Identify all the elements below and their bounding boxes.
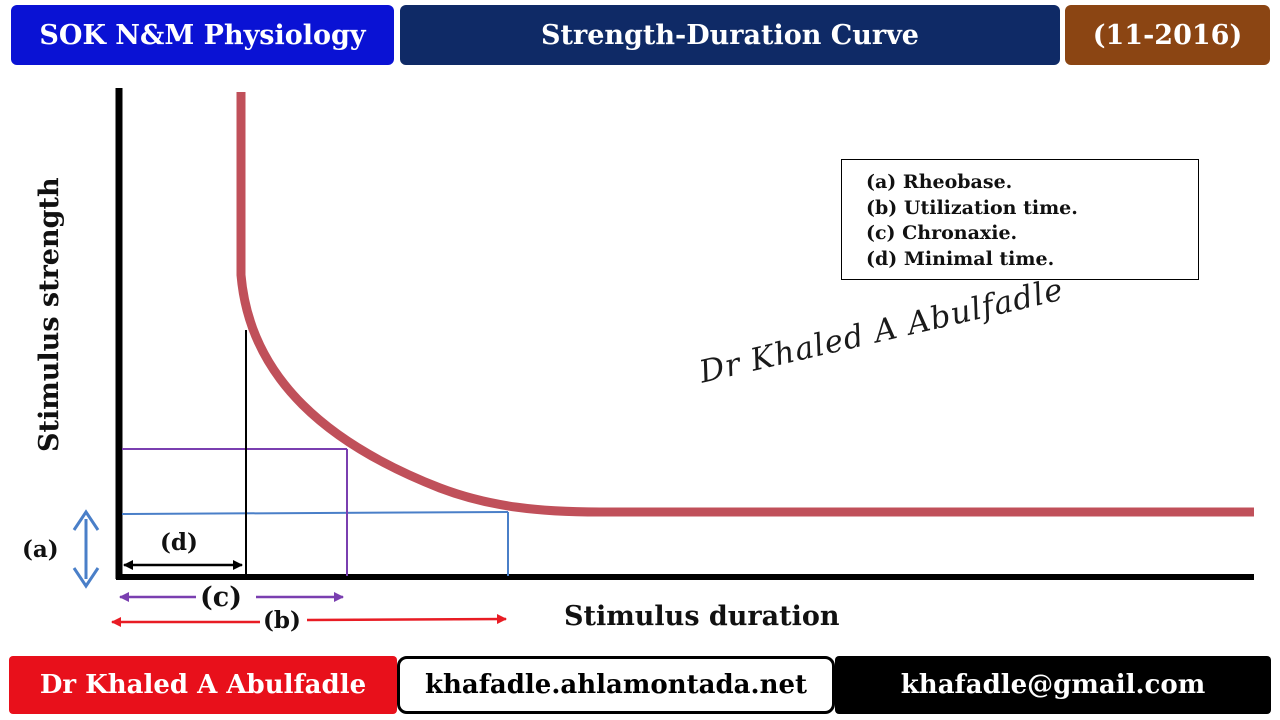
marker-b: (b) — [263, 607, 301, 634]
footer-email-link[interactable]: khafadle@gmail.com — [835, 656, 1271, 714]
marker-c: (c) — [200, 582, 242, 613]
header-course-title: SOK N&M Physiology — [11, 5, 394, 65]
header-slide-title: Strength-Duration Curve — [400, 5, 1060, 65]
rheobase-arrow-head-up — [72, 509, 100, 531]
rheobase-arrow-head-down — [72, 567, 100, 589]
legend-box: (a) Rheobase. (b) Utilization time. (c) … — [841, 159, 1199, 280]
strength-duration-curve — [236, 92, 1254, 517]
marker-a: (a) — [22, 536, 59, 563]
utilization-arrow-right — [306, 614, 507, 625]
marker-d: (d) — [160, 529, 198, 556]
footer-author-name: Dr Khaled A Abulfadle — [9, 656, 397, 714]
legend-item-rheobase: (a) Rheobase. — [866, 171, 1013, 193]
footer-website-link[interactable]: khafadle.ahlamontada.net — [397, 656, 835, 714]
header-date: (11-2016) — [1065, 5, 1270, 65]
rheobase-level-line — [121, 511, 509, 515]
legend-item-chronaxie: (c) Chronaxie. — [866, 222, 1018, 244]
x-axis-label: Stimulus duration — [564, 601, 840, 632]
legend-item-minimal-time: (d) Minimal time. — [866, 247, 1055, 270]
legend-item-utilization-time: (b) Utilization time. — [866, 196, 1078, 219]
y-axis-label: Stimulus strength — [34, 177, 65, 452]
